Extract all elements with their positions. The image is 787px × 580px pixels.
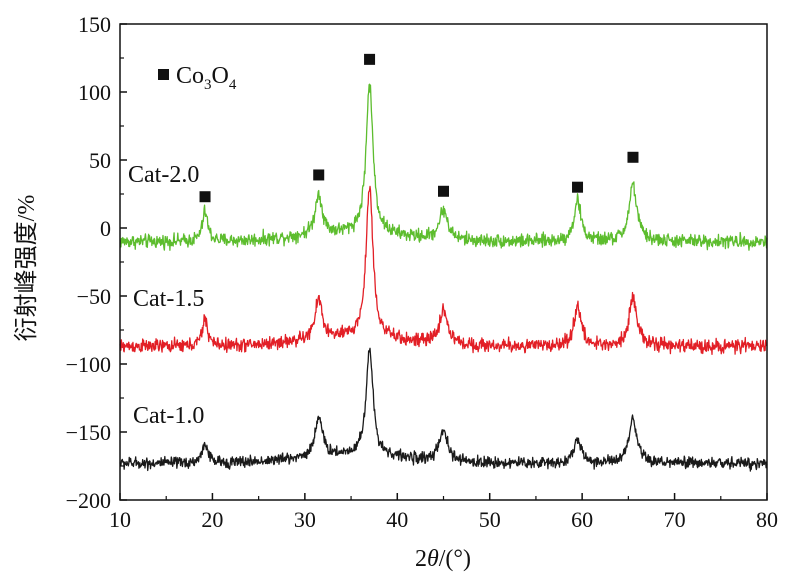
y-tick-label: 0 (100, 216, 111, 241)
legend-marker (158, 69, 169, 80)
x-tick-label: 10 (109, 507, 131, 532)
y-axis-title: 衍射峰强度/% (13, 195, 40, 342)
co3o4-peak-marker (438, 185, 449, 197)
legend-label: Co3O4 (176, 63, 237, 93)
x-tick-label: 30 (294, 507, 316, 532)
legend-co: Co (176, 63, 204, 89)
legend-sub-3: 3 (204, 77, 212, 93)
co3o4-peak-marker (572, 181, 584, 193)
x-axis-title-prefix: 2 (415, 546, 427, 572)
legend-sub-4: 4 (229, 77, 237, 93)
y-tick-label: −50 (77, 284, 111, 309)
y-tick-label: −200 (66, 488, 111, 513)
co3o4-peak-marker (627, 151, 639, 163)
marker-layer (199, 53, 639, 203)
series-line-cat-1-0 (119, 347, 768, 472)
co3o4-peak-marker (364, 53, 376, 65)
legend-o: O (212, 63, 229, 89)
x-axis-title-theta: θ (427, 546, 439, 572)
x-tick-label: 20 (201, 507, 223, 532)
co3o4-peak-marker (313, 169, 325, 181)
x-tick-label: 60 (571, 507, 593, 532)
y-tick-label: −150 (66, 420, 111, 445)
tick-layer: 10 20 30 40 50 60 70 80 150 100 50 0 −50 −100 −150 −200 (66, 12, 778, 532)
x-tick-label: 70 (664, 507, 686, 532)
plot-frame (119, 23, 768, 501)
series-layer (119, 83, 768, 472)
label-layer: Cat-2.0 Cat-1.5 Cat-1.0 (128, 162, 204, 429)
series-label-cat-1-0: Cat-1.0 (133, 403, 204, 429)
y-tick-label: 50 (89, 148, 111, 173)
co3o4-peak-marker (199, 191, 211, 203)
series-label-cat-2-0: Cat-2.0 (128, 162, 199, 188)
series-label-cat-1-5: Cat-1.5 (133, 286, 204, 312)
y-tick-label: 150 (78, 12, 111, 37)
legend: Co3O4 (158, 63, 237, 93)
x-tick-label: 80 (756, 507, 778, 532)
y-tick-label: 100 (78, 80, 111, 105)
series-line-cat-2-0 (119, 83, 768, 251)
x-axis-title: 2θ/(°) (415, 546, 471, 572)
x-axis-title-unit: /(°) (439, 546, 471, 572)
y-tick-label: −100 (66, 352, 111, 377)
series-line-cat-1-5 (119, 185, 768, 355)
x-tick-label: 40 (386, 507, 408, 532)
axes-layer (119, 23, 768, 501)
x-tick-label: 50 (479, 507, 501, 532)
